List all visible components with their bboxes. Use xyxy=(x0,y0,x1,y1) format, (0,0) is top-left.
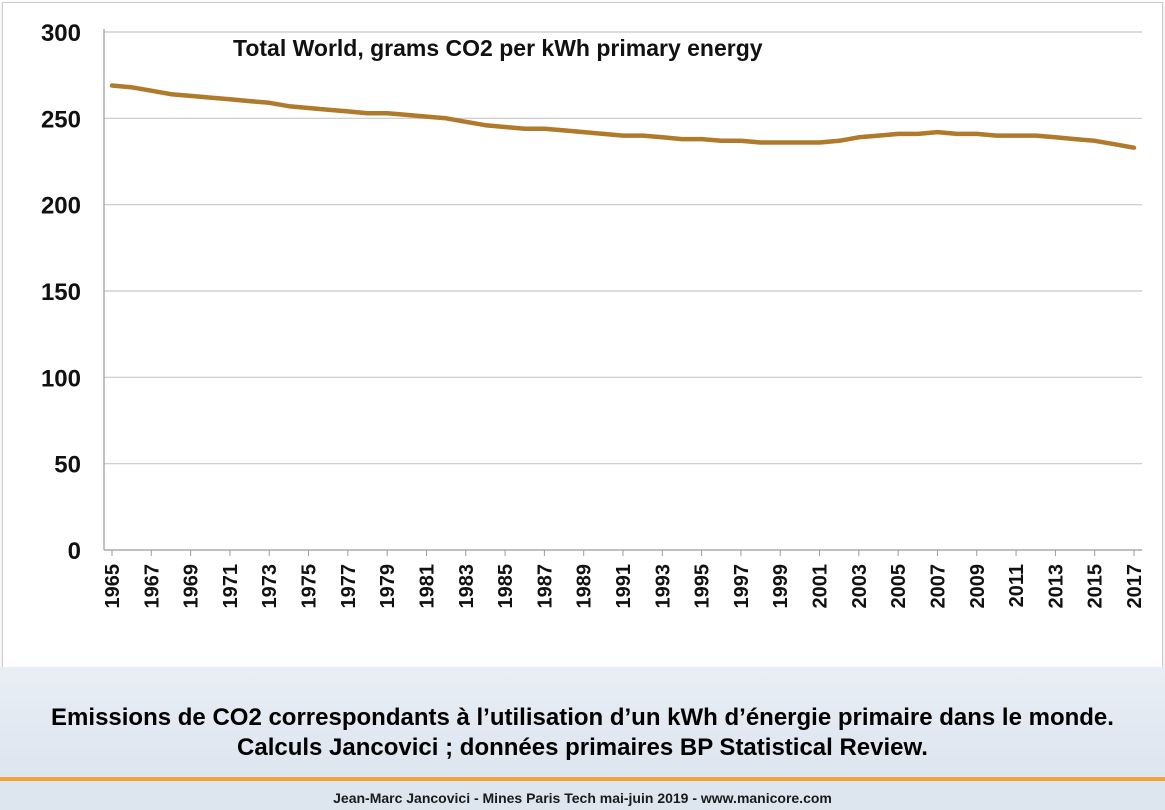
x-tick-label: 1997 xyxy=(731,564,753,609)
x-tick-label: 1973 xyxy=(259,564,281,609)
y-tick-label: 100 xyxy=(41,365,81,392)
footer-bar: Jean-Marc Jancovici - Mines Paris Tech m… xyxy=(0,781,1165,810)
x-tick-label: 2003 xyxy=(849,564,871,609)
x-tick-label: 1965 xyxy=(102,564,124,609)
y-tick-label: 150 xyxy=(41,279,81,306)
x-tick-label: 1967 xyxy=(141,564,163,609)
x-tick-label: 1983 xyxy=(456,564,478,609)
y-tick-label: 0 xyxy=(68,538,81,565)
series xyxy=(109,83,1137,150)
y-tick-label: 250 xyxy=(41,106,81,133)
y-tick-labels: 0 50 100 150 200 250 300 xyxy=(41,20,81,565)
x-tick-label: 1993 xyxy=(652,564,674,609)
y-tick-label: 50 xyxy=(54,452,81,479)
x-tick-label: 2013 xyxy=(1045,564,1067,609)
x-tick-label: 1979 xyxy=(377,564,399,609)
x-tick-label: 1995 xyxy=(692,564,714,609)
x-tick-label: 1975 xyxy=(299,564,321,609)
x-tick-label: 2011 xyxy=(1006,564,1028,607)
y-tick-label: 200 xyxy=(41,193,81,220)
x-tick-label: 2017 xyxy=(1124,564,1146,609)
x-tick-label: 1991 xyxy=(613,564,635,609)
x-tick-label: 1969 xyxy=(181,564,203,609)
x-tick-label: 1999 xyxy=(770,564,792,609)
chart-title: Total World, grams CO2 per kWh primary e… xyxy=(233,35,763,61)
series-line xyxy=(109,83,1137,150)
x-tick-label: 1985 xyxy=(495,564,517,609)
axes xyxy=(103,29,1142,556)
x-tick-label: 2009 xyxy=(967,564,989,609)
x-tick-label: 2007 xyxy=(927,564,949,609)
x-tick-label: 1987 xyxy=(534,564,556,609)
x-tick-label: 1977 xyxy=(338,564,360,609)
x-tick-label: 2001 xyxy=(810,564,832,609)
footer-credit: Jean-Marc Jancovici - Mines Paris Tech m… xyxy=(333,790,832,806)
x-tick-label: 1971 xyxy=(220,564,242,609)
x-tick-label: 2015 xyxy=(1085,564,1107,609)
figure-caption: Emissions de CO2 correspondants à l’util… xyxy=(51,704,1114,761)
x-tick-label: 1981 xyxy=(416,564,438,609)
x-tick-label: 2005 xyxy=(888,564,910,609)
x-tick-labels: 1965 1967 1969 1971 1973 1975 1977 1979 1981 1983… xyxy=(102,564,1146,609)
y-tick-label: 300 xyxy=(41,20,81,47)
gridlines xyxy=(104,31,1142,465)
x-tick-label: 1989 xyxy=(574,564,596,609)
chart-panel: 0 50 100 150 200 250 300 1965 1967 1969 1971 1973 1… xyxy=(2,2,1163,668)
caption-area: Emissions de CO2 correspondants à l’util… xyxy=(0,667,1165,777)
divider xyxy=(0,777,1165,781)
